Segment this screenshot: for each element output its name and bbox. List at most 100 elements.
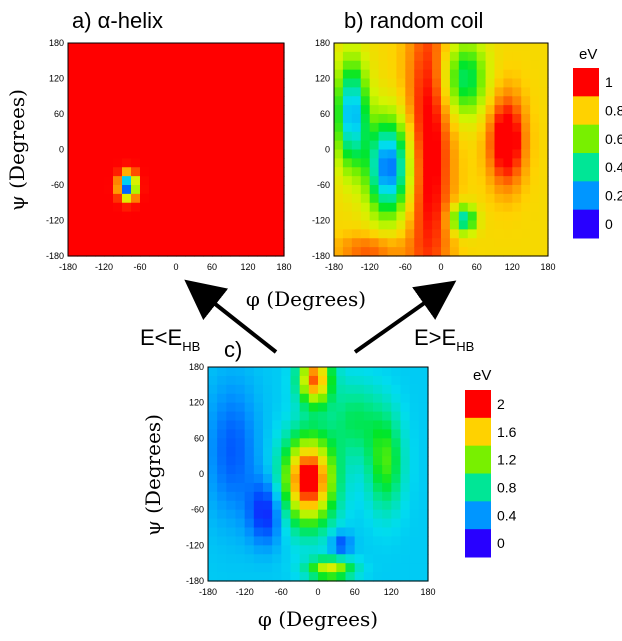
heatmap-cell <box>185 247 195 257</box>
heatmap-cell <box>373 474 383 484</box>
heatmap-cell <box>458 122 469 133</box>
heatmap-cell <box>275 176 285 186</box>
heatmap-cell <box>275 69 285 80</box>
heatmap-cell <box>351 96 362 106</box>
heatmap-cell <box>345 527 356 538</box>
heatmap-cell <box>266 96 276 106</box>
heatmap-cell <box>113 149 123 159</box>
heatmap-cell <box>521 122 531 133</box>
heatmap-cell <box>217 402 227 413</box>
heatmap-cell <box>257 247 267 257</box>
heatmap-cell <box>212 51 222 62</box>
heatmap-cell <box>217 482 227 493</box>
heatmap-cell <box>104 114 114 124</box>
heatmap-cell <box>373 438 383 448</box>
heatmap-cell <box>414 78 424 88</box>
heatmap-cell <box>158 247 168 257</box>
heatmap-cell <box>149 202 159 213</box>
heatmap-cell <box>409 367 420 377</box>
heatmap-cell <box>266 185 276 195</box>
heatmap-cell <box>257 105 267 115</box>
heatmap-cell <box>334 69 344 80</box>
heatmap-cell <box>167 60 177 71</box>
heatmap-cell <box>485 105 496 115</box>
heatmap-cell <box>272 518 282 529</box>
heatmap-cell <box>158 185 168 195</box>
heatmap-cell <box>217 500 227 511</box>
heatmap-cell <box>248 238 258 248</box>
heatmap-cell <box>266 158 276 168</box>
heatmap-cell <box>467 69 478 80</box>
heatmap-cell <box>391 465 402 475</box>
heatmap-cell <box>363 384 374 395</box>
heatmap-cell <box>521 149 531 159</box>
heatmap-cell <box>382 420 392 431</box>
heatmap-cell <box>149 238 159 248</box>
heatmap-cell <box>95 149 105 159</box>
heatmap-cell <box>257 220 267 230</box>
heatmap-cell <box>432 122 442 133</box>
heatmap-cell <box>351 122 362 133</box>
heatmap-cell <box>396 105 406 115</box>
heatmap-cell <box>131 140 141 151</box>
heatmap-cell <box>131 78 141 88</box>
heatmap-cell <box>503 114 513 124</box>
heatmap-cell <box>409 456 420 466</box>
heatmap-cell <box>140 229 150 239</box>
heatmap-cell <box>308 563 319 573</box>
heatmap-cell <box>299 465 310 475</box>
heatmap-cell <box>230 131 240 142</box>
heatmap-cell <box>263 465 273 475</box>
heatmap-cell <box>342 51 353 62</box>
heatmap-cell <box>387 51 398 62</box>
heatmap-cell <box>308 500 319 511</box>
heatmap-cell <box>77 43 87 53</box>
heatmap-cell <box>308 474 319 484</box>
heatmap-cell <box>217 429 227 439</box>
heatmap-cell <box>68 87 78 97</box>
heatmap-cell <box>432 193 442 204</box>
heatmap-cell <box>208 465 218 475</box>
heatmap-cell <box>308 438 319 448</box>
heatmap-cell <box>382 456 392 466</box>
heatmap-cell <box>244 375 255 386</box>
heatmap-cell <box>68 140 78 151</box>
heatmap-cell <box>217 509 227 520</box>
heatmap-cell <box>345 411 356 422</box>
heatmap-cell <box>530 105 540 115</box>
heatmap-cell <box>387 193 398 204</box>
heatmap-cell <box>266 238 276 248</box>
heatmap-cell <box>494 229 505 239</box>
heatmap-cell <box>530 247 540 257</box>
heatmap-cell <box>308 375 319 386</box>
heatmap-cell <box>248 96 258 106</box>
heatmap-cell <box>363 545 374 555</box>
arrow-right <box>353 280 457 354</box>
heatmap-cell <box>396 131 406 142</box>
heatmap-cell <box>113 43 123 53</box>
heatmap-cell <box>476 185 487 195</box>
heatmap-cell <box>140 176 150 186</box>
heatmap-cell <box>167 131 177 142</box>
colorbar-b-ticks: 1 0.8 0.6 0.4 0.2 0 <box>605 74 622 232</box>
heatmap-cell <box>203 60 213 71</box>
heatmap-cell <box>167 185 177 195</box>
heatmap-cell <box>342 87 353 97</box>
heatmap-cell <box>176 229 186 239</box>
heatmap-cell <box>221 114 231 124</box>
heatmap-cell <box>503 87 513 97</box>
heatmap-cell <box>113 87 123 97</box>
heatmap-cell <box>414 176 424 186</box>
heatmap-cell <box>68 211 78 222</box>
heatmap-cell <box>503 158 513 168</box>
heatmap-cell <box>217 438 227 448</box>
heatmap-cell <box>221 122 231 133</box>
heatmap-cell <box>239 193 249 204</box>
heatmap-cell <box>418 393 429 404</box>
heatmap-cell <box>360 51 371 62</box>
heatmap-cell <box>400 402 411 413</box>
heatmap-cell <box>244 393 255 404</box>
heatmap-cell <box>521 158 531 168</box>
heatmap-cell <box>158 114 168 124</box>
heatmap-cell <box>405 220 415 230</box>
